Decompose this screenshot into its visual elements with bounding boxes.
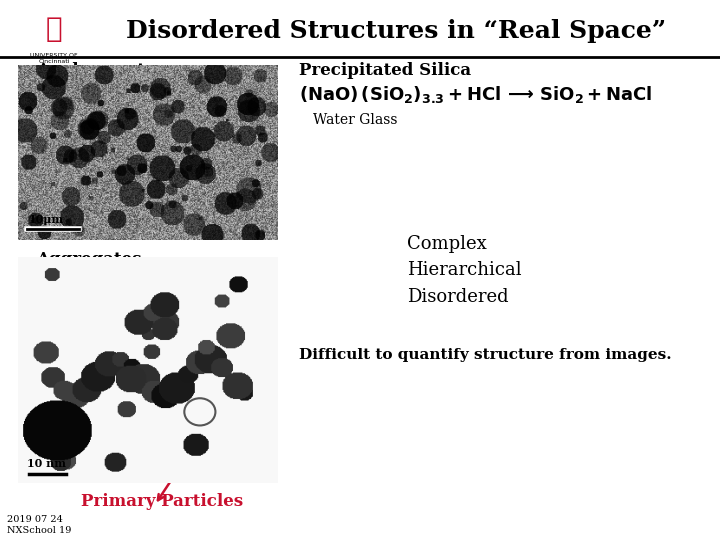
Text: $\mathbf{(NaO)\,(SiO_2)_{3.3} + HCl\,\longrightarrow\,SiO_2 + NaCl}$: $\mathbf{(NaO)\,(SiO_2)_{3.3} + HCl\,\lo… [299,84,652,105]
Text: Water Glass: Water Glass [313,113,397,127]
Text: Disordered Structures in “Real Space”: Disordered Structures in “Real Space” [126,19,666,43]
Text: Precipitated Silica: Precipitated Silica [299,62,471,79]
Text: 10μm: 10μm [29,214,64,225]
Text: Primary Particles: Primary Particles [81,494,243,510]
Text: Complex
Hierarchical
Disordered: Complex Hierarchical Disordered [407,235,521,306]
Text: Agglomerates: Agglomerates [36,62,165,79]
Text: 2019 07 24
NXSchool 19: 2019 07 24 NXSchool 19 [7,515,71,535]
Text: UNIVERSITY OF
Cincinnati: UNIVERSITY OF Cincinnati [30,53,78,64]
Text: Ⓤ: Ⓤ [45,15,63,43]
Text: 10 nm: 10 nm [27,458,66,469]
Text: Difficult to quantify structure from images.: Difficult to quantify structure from ima… [299,348,672,362]
Text: Aggregates: Aggregates [36,251,142,268]
